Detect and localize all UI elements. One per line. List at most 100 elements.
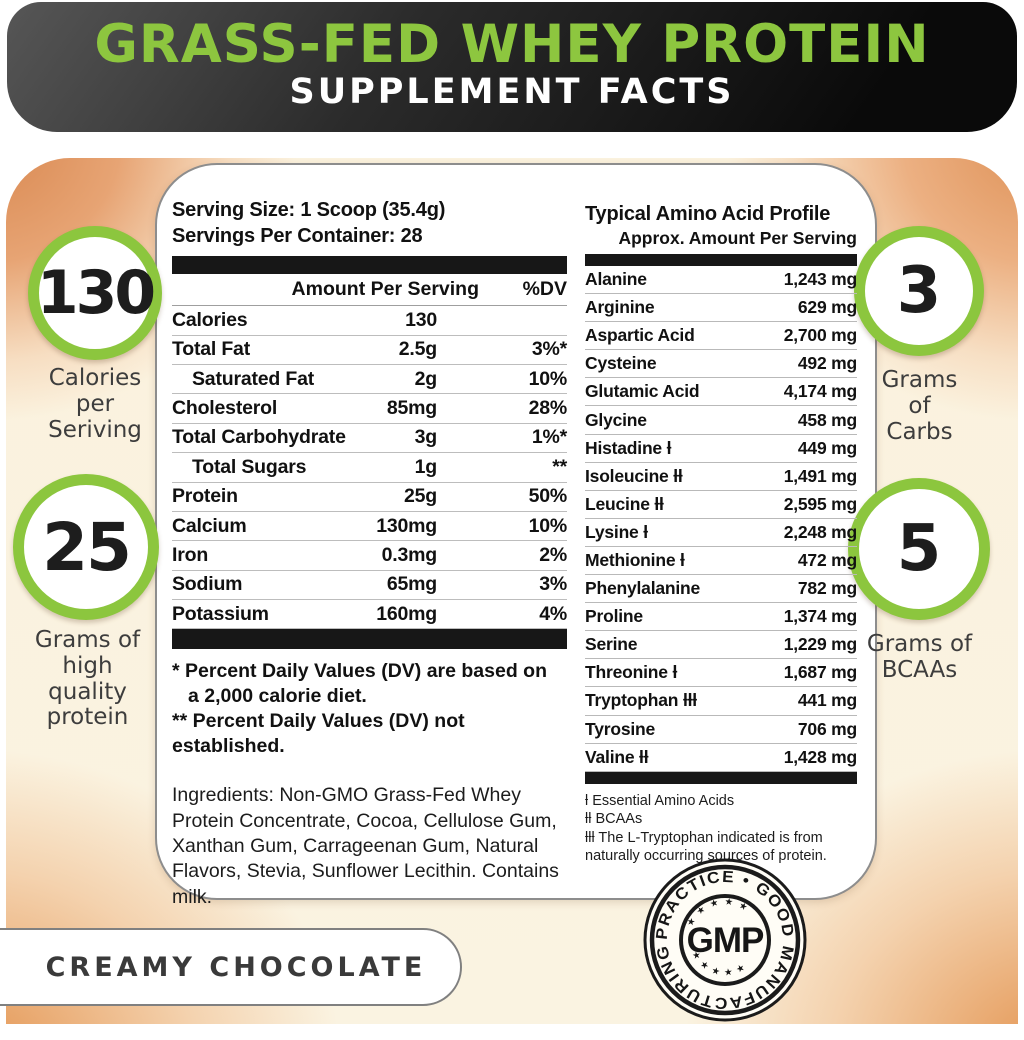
nutrient-name: Total Sugars bbox=[192, 455, 307, 478]
amino-row: Threonine ƚ 1,687 mg bbox=[585, 659, 858, 688]
amino-name: Tryptophan ƚƚƚ bbox=[585, 690, 697, 711]
nutrition-facts-table: Serving Size: 1 Scoop (35.4g) Servings P… bbox=[172, 198, 567, 910]
amino-row: Valine ƚƚ 1,428 mg bbox=[585, 744, 857, 772]
divider-bar bbox=[585, 254, 857, 266]
amino-name: Glycine bbox=[585, 409, 647, 430]
amino-amount: 1,428 mg bbox=[783, 746, 858, 767]
stat-circle-carbs: 3 bbox=[854, 226, 984, 356]
nutrient-dv: 28% bbox=[528, 397, 568, 420]
amino-row: Methionine ƚ 472 mg bbox=[585, 547, 857, 576]
amino-name: Valine ƚƚ bbox=[585, 746, 649, 767]
flavor-name: CREAMY CHOCOLATE bbox=[45, 951, 427, 983]
nutrient-dv: 1%* bbox=[531, 426, 567, 449]
gmp-mid-circle bbox=[649, 864, 801, 1016]
amino-row: Cysteine 492 mg bbox=[585, 350, 857, 379]
amino-amount: 782 mg bbox=[797, 578, 857, 599]
amino-name: Serine bbox=[585, 634, 638, 655]
amino-acid-table: Typical Amino Acid Profile Approx. Amoun… bbox=[585, 203, 857, 866]
nutrient-amount: 2g bbox=[414, 367, 438, 390]
amino-name: Threonine ƚ bbox=[585, 662, 678, 683]
nutrient-amount: 0.3mg bbox=[381, 544, 438, 566]
amino-amount: 2,595 mg bbox=[783, 493, 858, 514]
footnote-line: a 2,000 calorie diet. bbox=[188, 685, 367, 708]
amino-subtitle: Approx. Amount Per Serving bbox=[618, 228, 857, 248]
column-header-amount: Amount Per Serving bbox=[291, 278, 479, 301]
amino-amount: 1,491 mg bbox=[783, 465, 858, 486]
amino-row: Alanine 1,243 mg bbox=[585, 266, 857, 295]
amino-amount: 441 mg bbox=[797, 690, 857, 711]
nutrient-dv: 4% bbox=[539, 602, 567, 625]
nutrient-dv: ** bbox=[552, 455, 567, 478]
divider-bar bbox=[172, 629, 567, 650]
amino-title: Typical Amino Acid Profile bbox=[585, 203, 831, 225]
nutrient-name: Potassium bbox=[172, 602, 269, 625]
amino-amount: 1,687 mg bbox=[783, 662, 858, 683]
nutrient-amount: 65mg bbox=[386, 573, 437, 596]
nutrient-dv: 10% bbox=[528, 367, 568, 390]
nutrient-name: Cholesterol bbox=[172, 397, 278, 420]
amino-name: Glutamic Acid bbox=[585, 381, 700, 402]
amino-amount: 4,174 mg bbox=[783, 381, 858, 402]
fact-row: Protein 25g 50% bbox=[172, 483, 567, 512]
nutrient-amount: 3g bbox=[414, 426, 438, 449]
amino-name: Tyrosine bbox=[585, 718, 656, 739]
stat-caption-bcaas: Grams of BCAAs bbox=[866, 631, 973, 683]
nutrient-name: Total Fat bbox=[172, 338, 250, 361]
amino-name: Histadine ƚ bbox=[585, 437, 672, 458]
nutrient-dv: 10% bbox=[528, 514, 568, 537]
amino-amount: 449 mg bbox=[797, 437, 857, 458]
amino-amount: 2,700 mg bbox=[783, 325, 858, 346]
amino-row: Glutamic Acid 4,174 mg bbox=[585, 378, 858, 407]
amino-amount: 472 mg bbox=[797, 549, 857, 570]
amino-footnotes: ƚ Essential Amino Acids ƚƚ BCAAs ƚƚƚ The… bbox=[585, 792, 827, 865]
header-subtitle: SUPPLEMENT FACTS bbox=[289, 72, 735, 112]
nutrient-dv: 2% bbox=[539, 544, 567, 566]
nutrient-amount: 25g bbox=[403, 485, 437, 508]
header-banner: GRASS-FED WHEY PROTEIN SUPPLEMENT FACTS bbox=[7, 2, 1017, 132]
fact-row: Total Sugars 1g ** bbox=[172, 453, 567, 483]
nutrient-dv: 3% bbox=[539, 573, 567, 596]
amino-row: Proline 1,374 mg bbox=[585, 603, 858, 632]
nutrient-amount: 1g bbox=[414, 455, 438, 478]
amino-amount: 458 mg bbox=[797, 409, 857, 430]
amino-name: Arginine bbox=[585, 297, 655, 318]
fact-row: Iron 0.3mg 2% bbox=[172, 541, 567, 571]
amino-row: Leucine ƚƚ 2,595 mg bbox=[585, 491, 857, 519]
amino-row: Tryptophan ƚƚƚ 441 mg bbox=[585, 687, 857, 716]
fact-row: Sodium 65mg 3% bbox=[172, 571, 567, 601]
footnote-line: * Percent Daily Values (DV) are based on bbox=[172, 660, 547, 683]
serving-size: Serving Size: 1 Scoop (35.4g) bbox=[172, 199, 446, 221]
amino-row: Arginine 629 mg bbox=[585, 294, 857, 323]
amino-row: Isoleucine ƚƚ 1,491 mg bbox=[585, 463, 857, 491]
nutrient-name: Protein bbox=[172, 485, 238, 508]
nutrient-name: Saturated Fat bbox=[192, 367, 315, 390]
amino-row: Histadine ƚ 449 mg bbox=[585, 435, 857, 463]
fact-row: Potassium 160mg 4% bbox=[172, 600, 567, 630]
nutrient-name: Total Carbohydrate bbox=[172, 426, 346, 449]
ingredients-text: Ingredients: Non-GMO Grass-Fed Whey Prot… bbox=[172, 784, 559, 908]
amino-amount: 1,374 mg bbox=[783, 606, 858, 627]
nutrient-amount: 85mg bbox=[386, 397, 437, 420]
stat-value-calories: 130 bbox=[36, 258, 156, 328]
gmp-center-text: GMP bbox=[687, 921, 764, 960]
stat-caption-calories: Calories per Seriving bbox=[48, 365, 142, 443]
amino-name: Isoleucine ƚƚ bbox=[585, 465, 683, 486]
footnote-line: established. bbox=[172, 735, 285, 758]
fact-row: Total Carbohydrate 3g 1%* bbox=[172, 424, 567, 454]
nutrient-name: Sodium bbox=[172, 573, 243, 596]
fact-row: Cholesterol 85mg 28% bbox=[172, 394, 568, 424]
amino-name: Aspartic Acid bbox=[585, 325, 695, 346]
amino-amount: 1,229 mg bbox=[783, 634, 858, 655]
fact-row: Saturated Fat 2g 10% bbox=[172, 365, 568, 395]
fact-row: Total Fat 2.5g 3%* bbox=[172, 336, 567, 365]
divider-bar bbox=[172, 256, 567, 275]
gmp-inner-circle bbox=[679, 894, 771, 986]
product-title: GRASS-FED WHEY PROTEIN bbox=[94, 14, 930, 75]
divider-bar bbox=[585, 771, 857, 784]
dv-footnotes: * Percent Daily Values (DV) are based on… bbox=[172, 659, 567, 759]
nutrient-dv: 3%* bbox=[531, 338, 567, 361]
gmp-badge-icon: PRACTICE • GOOD MANUFACTURING GMP ★ ★ ★ … bbox=[643, 858, 807, 1022]
nutrient-name: Calories bbox=[172, 308, 248, 331]
amino-name: Cysteine bbox=[585, 353, 657, 374]
amino-row: Aspartic Acid 2,700 mg bbox=[585, 322, 858, 351]
